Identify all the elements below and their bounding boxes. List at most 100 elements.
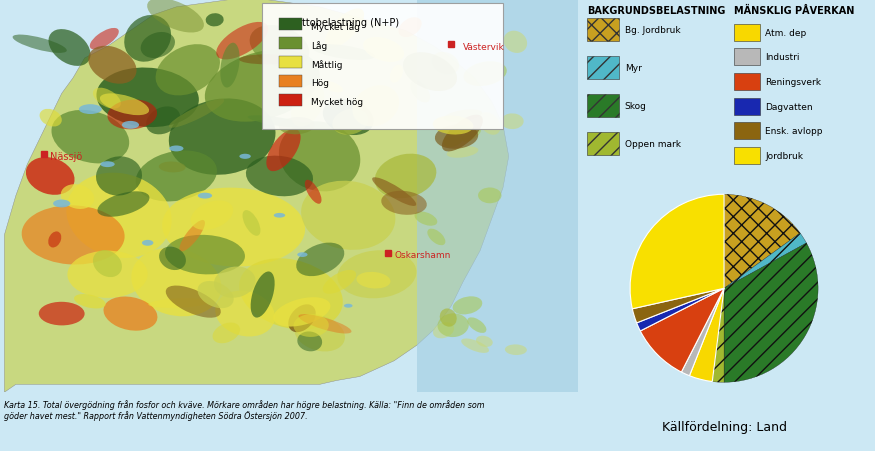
Ellipse shape — [205, 50, 319, 122]
Ellipse shape — [179, 221, 205, 252]
Text: Skog: Skog — [625, 101, 647, 110]
Ellipse shape — [60, 185, 94, 210]
Polygon shape — [417, 0, 578, 392]
Ellipse shape — [344, 304, 353, 308]
Bar — [279, 19, 303, 32]
Ellipse shape — [96, 157, 142, 196]
Ellipse shape — [338, 251, 416, 299]
Ellipse shape — [156, 45, 220, 96]
Ellipse shape — [478, 188, 501, 204]
Ellipse shape — [291, 84, 325, 127]
Bar — [279, 57, 303, 69]
Ellipse shape — [48, 232, 61, 248]
Text: MÄNSKLIG PÅVERKAN: MÄNSKLIG PÅVERKAN — [734, 6, 854, 16]
Ellipse shape — [198, 193, 212, 199]
Ellipse shape — [410, 81, 430, 103]
Text: Oskarshamn: Oskarshamn — [394, 251, 451, 259]
Ellipse shape — [97, 192, 150, 217]
Ellipse shape — [162, 188, 305, 267]
Ellipse shape — [288, 304, 316, 332]
FancyBboxPatch shape — [262, 4, 503, 129]
Ellipse shape — [88, 46, 136, 84]
Text: Låg: Låg — [311, 41, 327, 51]
Ellipse shape — [220, 44, 240, 88]
Text: Nässjö: Nässjö — [50, 152, 82, 162]
Ellipse shape — [90, 29, 119, 51]
Ellipse shape — [159, 162, 186, 173]
Ellipse shape — [504, 32, 527, 54]
Ellipse shape — [100, 94, 149, 116]
Ellipse shape — [79, 105, 102, 115]
Ellipse shape — [74, 295, 106, 309]
Ellipse shape — [198, 281, 234, 308]
Ellipse shape — [48, 30, 90, 67]
Ellipse shape — [298, 314, 352, 334]
Ellipse shape — [442, 115, 483, 152]
Ellipse shape — [22, 206, 124, 265]
Ellipse shape — [93, 88, 121, 109]
Text: Bruttobelastning (N+P): Bruttobelastning (N+P) — [285, 18, 399, 28]
Ellipse shape — [248, 116, 311, 129]
Text: Jordbruk: Jordbruk — [766, 152, 803, 161]
Ellipse shape — [206, 14, 224, 28]
Wedge shape — [633, 289, 724, 323]
Ellipse shape — [298, 331, 322, 351]
Ellipse shape — [464, 62, 507, 87]
Text: Oppen mark: Oppen mark — [625, 139, 681, 148]
Ellipse shape — [356, 272, 390, 289]
Ellipse shape — [433, 116, 473, 135]
Ellipse shape — [480, 113, 500, 135]
Text: Hög: Hög — [311, 79, 329, 88]
Wedge shape — [630, 195, 724, 309]
Ellipse shape — [438, 313, 469, 337]
Bar — [734, 148, 760, 165]
Ellipse shape — [476, 336, 493, 347]
Bar — [587, 19, 619, 41]
Ellipse shape — [293, 314, 329, 337]
Text: Myr: Myr — [625, 64, 641, 73]
Ellipse shape — [427, 229, 445, 246]
Ellipse shape — [505, 345, 527, 355]
Ellipse shape — [26, 158, 74, 195]
Ellipse shape — [325, 9, 364, 49]
Wedge shape — [682, 289, 724, 376]
Text: Bg. Jordbruk: Bg. Jordbruk — [625, 26, 680, 35]
Ellipse shape — [274, 213, 285, 218]
Bar — [587, 95, 619, 117]
Ellipse shape — [332, 110, 368, 135]
Text: Atm. dep: Atm. dep — [766, 29, 807, 37]
Text: Källfördelning: Land: Källfördelning: Land — [662, 420, 787, 433]
Ellipse shape — [240, 154, 251, 160]
Bar — [734, 123, 760, 140]
Ellipse shape — [67, 251, 148, 298]
Ellipse shape — [165, 235, 245, 275]
Ellipse shape — [239, 259, 343, 330]
Bar — [587, 133, 619, 155]
Ellipse shape — [213, 323, 240, 344]
Ellipse shape — [38, 302, 85, 326]
Ellipse shape — [353, 86, 399, 127]
Ellipse shape — [294, 315, 345, 352]
Ellipse shape — [122, 122, 139, 129]
Ellipse shape — [169, 146, 184, 152]
Ellipse shape — [246, 156, 313, 197]
Ellipse shape — [136, 151, 217, 202]
Wedge shape — [724, 234, 807, 289]
Text: BAKGRUNDSBELASTNING: BAKGRUNDSBELASTNING — [587, 6, 725, 16]
Ellipse shape — [374, 154, 437, 199]
Ellipse shape — [146, 107, 180, 135]
Text: Mycket låg: Mycket låg — [311, 22, 360, 32]
Ellipse shape — [440, 309, 457, 327]
Ellipse shape — [363, 38, 404, 63]
Ellipse shape — [142, 240, 153, 246]
Ellipse shape — [431, 53, 459, 75]
Ellipse shape — [444, 110, 482, 123]
Ellipse shape — [216, 23, 269, 60]
Wedge shape — [640, 289, 724, 372]
Ellipse shape — [304, 180, 321, 204]
Text: Karta 15. Total övergödning från fosfor och kväve. Mörkare områden har högre bel: Karta 15. Total övergödning från fosfor … — [4, 399, 485, 420]
Ellipse shape — [250, 272, 275, 318]
Ellipse shape — [301, 181, 396, 250]
Polygon shape — [4, 0, 508, 392]
Ellipse shape — [169, 99, 276, 175]
